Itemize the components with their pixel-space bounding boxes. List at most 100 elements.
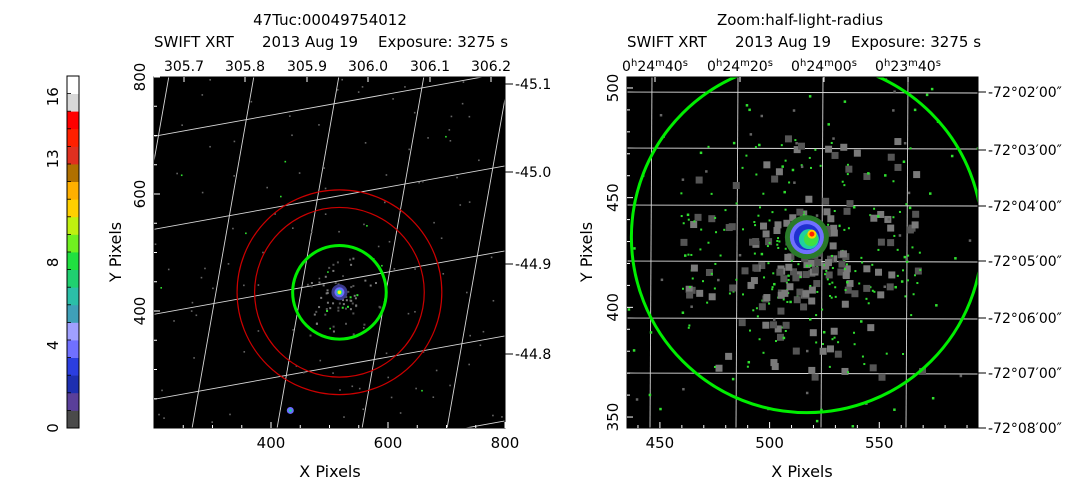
photon-event [785,263,793,271]
photon-event [347,290,350,293]
background-event [876,215,880,218]
photon-event [863,265,871,273]
photon-event [846,200,854,208]
background-event [339,389,341,391]
photon-event [790,259,793,262]
photon-event [755,173,758,176]
photon-event [787,278,790,281]
background-event [649,331,653,334]
photon-event [858,282,861,285]
photon-event [768,241,771,244]
photon-event [853,149,861,157]
background-event [867,172,870,175]
photon-event [887,224,895,232]
photon-event [809,265,812,268]
photon-event [821,308,824,311]
background-event [318,277,321,280]
photon-event [808,297,816,305]
photon-event [805,195,813,203]
photon-event [306,283,309,286]
photon-event [687,326,690,329]
photon-event [352,257,355,260]
colorbar-segment [67,287,79,306]
photon-event [341,299,344,302]
background-event [479,344,482,347]
y-tick-label: 400 [604,293,622,322]
photon-event [681,287,684,290]
x-tick-label: 400 [257,434,286,452]
photon-event [802,290,810,298]
wcs-grid-line [191,77,255,428]
photon-event [793,296,801,304]
photon-event [841,180,844,183]
photon-event [328,266,331,269]
right-tick-label: -45.1 [515,77,551,93]
background-event [732,141,736,145]
photon-event [682,222,685,225]
background-event [783,190,786,194]
background-event [773,318,776,321]
x-tick-label: 800 [491,434,520,452]
photon-event [916,282,919,285]
colorbar-segment [67,76,79,94]
background-event [469,334,471,337]
background-event [954,257,957,260]
photon-event [894,163,902,171]
background-event [266,186,268,189]
background-event [846,280,849,284]
background-event [930,87,934,91]
background-event [324,187,327,190]
top-tick-label: 305.9 [287,59,327,75]
photon-event [905,203,908,206]
background-event [392,98,394,100]
right-x-axis-label: X Pixels [771,462,832,481]
photon-event [833,209,836,212]
photon-event [763,294,771,302]
photon-event [829,294,832,297]
photon-event [713,287,716,290]
background-event [366,225,368,227]
photon-event [853,343,856,346]
background-event [482,330,485,333]
background-event [859,320,863,323]
left-title: 47Tuc:00049754012 [253,11,407,29]
right-subtitle-exposure: Exposure: 3275 s [851,33,981,51]
photon-event [364,279,367,282]
photon-event [847,227,850,230]
background-event [789,300,792,304]
photon-event [865,297,868,300]
wcs-grid-line [154,77,170,164]
photon-event [800,210,808,218]
right-subtitle-instrument: SWIFT XRT [627,33,708,51]
photon-event [831,151,839,159]
colorbar-segment [67,199,79,218]
photon-event [341,306,344,309]
left-y-axis-label: Y Pixels [106,222,125,283]
photon-event [694,213,702,221]
background-event [748,108,751,112]
photon-event [315,310,318,313]
photon-event [770,321,778,329]
background-event [173,320,175,322]
photon-event [772,272,775,275]
colorbar-segment [67,392,79,411]
photon-event [912,293,915,296]
photon-event [913,274,916,277]
photon-event [844,286,852,294]
photon-event [843,228,846,231]
photon-event [830,296,833,299]
photon-event [870,214,878,222]
photon-event [748,329,751,332]
wcs-grid-line [905,77,909,428]
background-event [280,195,282,198]
photon-event [794,139,797,142]
photon-event [841,367,849,375]
photon-event [710,272,713,275]
photon-event [824,273,827,276]
photon-event [833,336,836,339]
photon-event [846,163,849,166]
background-event [167,268,170,271]
photon-event [708,293,716,301]
photon-event [332,269,335,272]
photon-event [325,307,328,310]
